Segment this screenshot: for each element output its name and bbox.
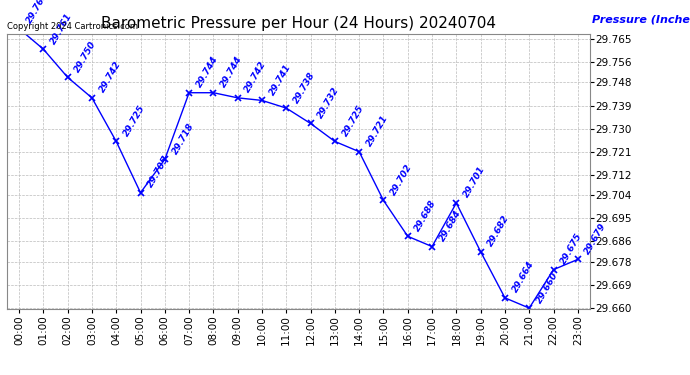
Text: 29.679: 29.679	[583, 221, 609, 256]
Text: 29.742: 29.742	[244, 60, 268, 94]
Text: 29.742: 29.742	[97, 60, 123, 94]
Text: 29.744: 29.744	[195, 55, 220, 89]
Text: 29.682: 29.682	[486, 214, 511, 248]
Text: 29.664: 29.664	[511, 260, 535, 294]
Text: 29.660: 29.660	[535, 270, 560, 304]
Text: 29.750: 29.750	[73, 39, 98, 74]
Text: 29.701: 29.701	[462, 165, 487, 200]
Text: 29.721: 29.721	[365, 114, 390, 148]
Text: 29.675: 29.675	[559, 232, 584, 266]
Text: Pressure (Inches/Hg): Pressure (Inches/Hg)	[592, 15, 690, 25]
Text: 29.725: 29.725	[121, 104, 147, 138]
Text: Copyright 2024 Cartronics.com: Copyright 2024 Cartronics.com	[7, 22, 138, 31]
Text: 29.684: 29.684	[437, 209, 463, 243]
Text: 29.738: 29.738	[292, 70, 317, 105]
Text: 29.741: 29.741	[268, 62, 293, 97]
Text: 29.725: 29.725	[340, 104, 366, 138]
Title: Barometric Pressure per Hour (24 Hours) 20240704: Barometric Pressure per Hour (24 Hours) …	[101, 16, 496, 31]
Text: 29.761: 29.761	[49, 11, 74, 46]
Text: 29.718: 29.718	[170, 122, 195, 156]
Text: 29.705: 29.705	[146, 154, 171, 189]
Text: 29.702: 29.702	[389, 162, 414, 197]
Text: 29.769: 29.769	[25, 0, 50, 25]
Text: 29.732: 29.732	[316, 86, 342, 120]
Text: 29.688: 29.688	[413, 198, 438, 233]
Text: 29.744: 29.744	[219, 55, 244, 89]
